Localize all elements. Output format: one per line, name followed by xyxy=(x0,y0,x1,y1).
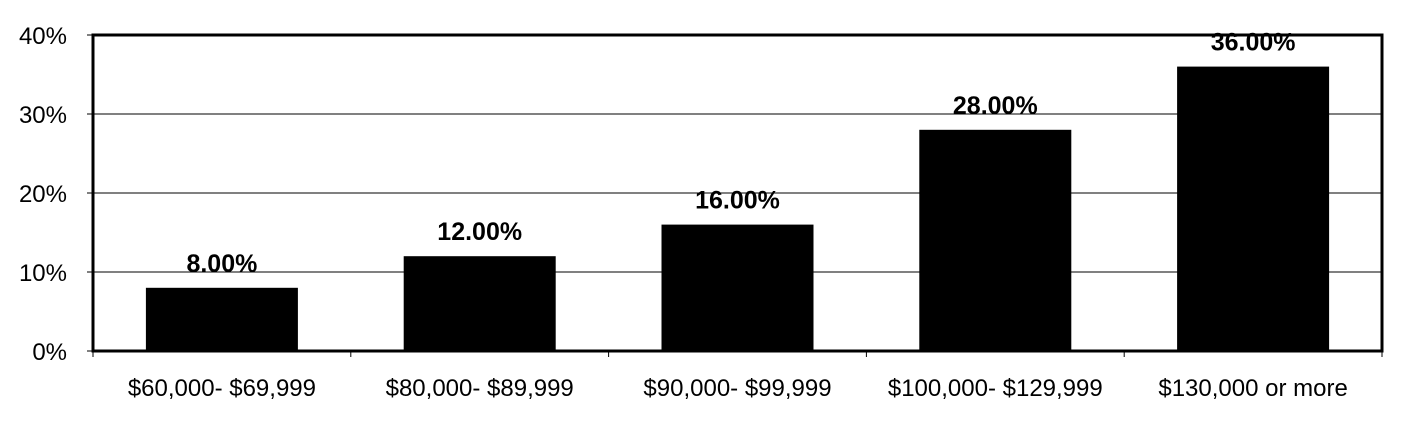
y-tick-label: 30% xyxy=(19,102,67,129)
bar xyxy=(661,224,814,351)
data-label: 36.00% xyxy=(1211,29,1296,57)
bars xyxy=(145,66,1330,351)
y-tick-label: 0% xyxy=(32,339,67,366)
bar xyxy=(1177,66,1330,351)
data-label: 16.00% xyxy=(695,187,780,215)
y-tick-label: 20% xyxy=(19,181,67,208)
x-tick-label: $80,000- $89,999 xyxy=(386,375,574,402)
y-tick-label: 40% xyxy=(19,23,67,50)
x-tick-label: $130,000 or more xyxy=(1158,375,1347,402)
data-label: 28.00% xyxy=(953,92,1038,120)
data-label: 8.00% xyxy=(186,250,257,278)
x-axis-ticks: $60,000- $69,999 $80,000- $89,999 $90,000-… xyxy=(92,351,1383,402)
bar xyxy=(403,256,556,351)
x-tick-label: $100,000- $129,999 xyxy=(888,375,1103,402)
bar xyxy=(145,287,298,351)
bar xyxy=(919,129,1072,351)
x-tick-label: $90,000- $99,999 xyxy=(643,375,831,402)
x-tick-label: $60,000- $69,999 xyxy=(128,375,316,402)
data-labels: 8.00% 12.00% 16.00% 28.00% 36.00% xyxy=(186,29,1295,278)
y-axis-ticks: 0% 10% 20% 30% 40% xyxy=(19,23,93,366)
y-tick-label: 10% xyxy=(19,260,67,287)
data-label: 12.00% xyxy=(437,218,522,246)
